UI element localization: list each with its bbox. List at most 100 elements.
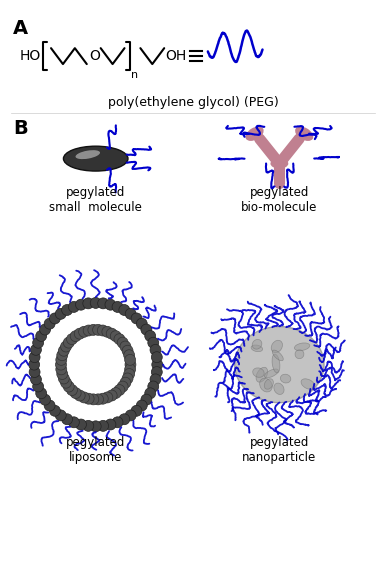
Circle shape — [29, 352, 40, 362]
Circle shape — [105, 419, 116, 430]
Circle shape — [141, 394, 152, 405]
Circle shape — [119, 414, 130, 424]
Circle shape — [33, 381, 44, 392]
Circle shape — [98, 298, 108, 309]
Circle shape — [44, 318, 55, 329]
Text: OH: OH — [165, 49, 186, 63]
Ellipse shape — [274, 383, 284, 394]
Circle shape — [74, 390, 85, 401]
Circle shape — [114, 333, 125, 345]
Circle shape — [122, 345, 133, 356]
Circle shape — [61, 377, 71, 388]
Circle shape — [83, 393, 94, 404]
Ellipse shape — [260, 378, 272, 392]
Circle shape — [83, 325, 94, 336]
Circle shape — [70, 387, 81, 398]
Circle shape — [30, 344, 41, 355]
Text: B: B — [13, 119, 28, 138]
Text: A: A — [13, 19, 29, 38]
Circle shape — [33, 337, 44, 348]
Circle shape — [63, 337, 74, 348]
Circle shape — [56, 354, 67, 365]
Circle shape — [148, 381, 159, 392]
Circle shape — [29, 359, 40, 370]
Circle shape — [76, 419, 86, 430]
Ellipse shape — [251, 345, 262, 352]
Circle shape — [68, 302, 80, 312]
Circle shape — [125, 354, 135, 365]
Circle shape — [141, 324, 152, 335]
Circle shape — [49, 405, 60, 417]
Circle shape — [112, 417, 123, 428]
Circle shape — [97, 393, 108, 404]
Circle shape — [56, 364, 67, 375]
Text: pegylated
nanoparticle: pegylated nanoparticle — [242, 436, 317, 464]
Circle shape — [83, 420, 94, 431]
Circle shape — [150, 374, 161, 385]
Ellipse shape — [235, 327, 324, 403]
Circle shape — [131, 313, 142, 324]
Circle shape — [136, 318, 147, 329]
Circle shape — [57, 350, 68, 361]
Circle shape — [58, 345, 69, 356]
Circle shape — [112, 302, 123, 312]
Circle shape — [120, 341, 131, 352]
Ellipse shape — [271, 340, 283, 353]
Circle shape — [55, 410, 66, 421]
Text: n: n — [132, 70, 139, 80]
Circle shape — [124, 369, 135, 380]
Text: pegylated
small  molecule: pegylated small molecule — [49, 187, 142, 215]
Ellipse shape — [76, 150, 100, 159]
Circle shape — [83, 298, 94, 309]
Circle shape — [36, 331, 47, 341]
Circle shape — [70, 331, 81, 341]
Ellipse shape — [264, 379, 273, 389]
Ellipse shape — [264, 369, 278, 378]
Ellipse shape — [271, 159, 288, 168]
Circle shape — [106, 328, 117, 339]
Circle shape — [125, 308, 136, 319]
Circle shape — [102, 392, 113, 403]
Circle shape — [76, 299, 86, 310]
Ellipse shape — [252, 339, 262, 349]
Text: poly(ethylene glycol) (PEG): poly(ethylene glycol) (PEG) — [108, 96, 278, 109]
Circle shape — [98, 420, 108, 431]
Circle shape — [66, 333, 78, 345]
Circle shape — [79, 326, 90, 337]
Circle shape — [102, 326, 113, 337]
Text: O: O — [89, 49, 100, 63]
Circle shape — [30, 374, 41, 385]
Circle shape — [117, 381, 128, 392]
Text: pegylated
liposome: pegylated liposome — [66, 436, 125, 464]
Circle shape — [56, 359, 66, 370]
Circle shape — [36, 388, 47, 399]
Circle shape — [131, 405, 142, 417]
Ellipse shape — [280, 374, 291, 383]
Circle shape — [74, 328, 85, 339]
Circle shape — [110, 387, 121, 398]
Circle shape — [68, 417, 80, 428]
Circle shape — [55, 308, 66, 319]
Circle shape — [145, 388, 156, 399]
Circle shape — [152, 359, 163, 370]
Text: pegylated
bio-molecule: pegylated bio-molecule — [241, 187, 318, 215]
Circle shape — [88, 394, 99, 405]
Ellipse shape — [63, 146, 128, 171]
Circle shape — [63, 381, 74, 392]
Circle shape — [57, 369, 68, 380]
Circle shape — [44, 400, 55, 411]
Circle shape — [49, 313, 60, 324]
Circle shape — [114, 385, 125, 395]
Ellipse shape — [295, 350, 304, 358]
Ellipse shape — [256, 367, 267, 382]
Circle shape — [119, 304, 130, 315]
Circle shape — [136, 400, 147, 411]
Circle shape — [106, 390, 117, 401]
Circle shape — [61, 341, 71, 352]
Text: HO: HO — [19, 49, 41, 63]
Circle shape — [29, 366, 40, 377]
Circle shape — [124, 350, 135, 361]
Circle shape — [151, 352, 162, 362]
Ellipse shape — [253, 368, 264, 377]
Circle shape — [145, 331, 156, 341]
